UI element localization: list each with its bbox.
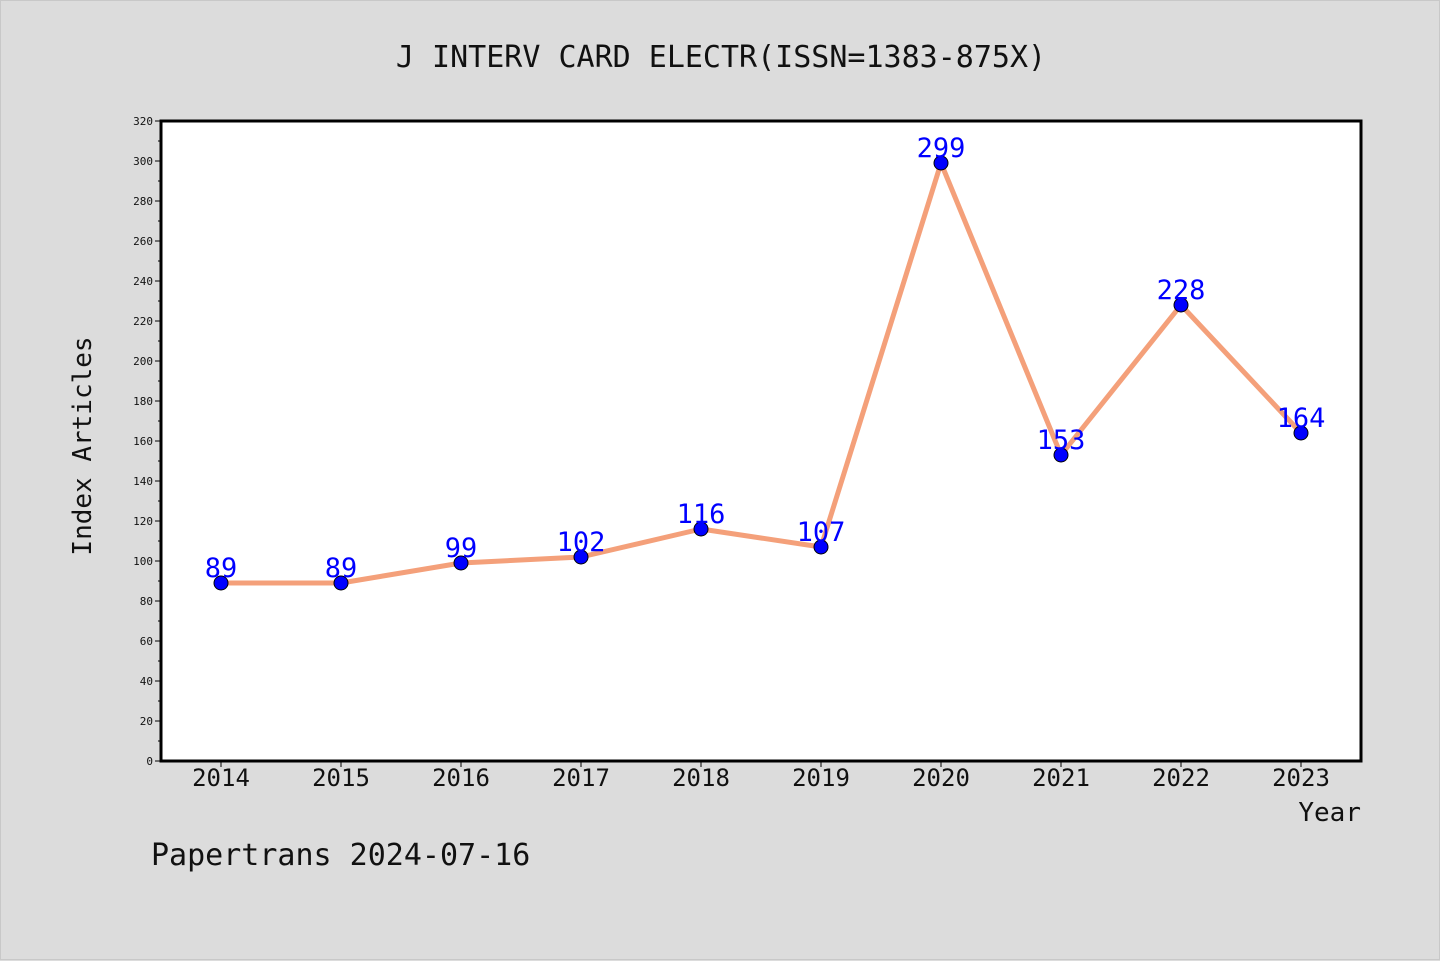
y-tick-label: 200 [133,355,153,368]
x-tick-label: 2018 [672,764,730,792]
y-tick-label: 220 [133,315,153,328]
data-label: 228 [1157,275,1206,306]
y-tick-label: 280 [133,195,153,208]
data-labels: 89 89 99 102 116 107 299 153 228 164 [205,133,1326,584]
data-label: 116 [677,499,726,530]
data-label: 164 [1277,403,1326,434]
plot-area [161,121,1361,761]
data-point [453,555,469,571]
x-tick-label: 2016 [432,764,490,792]
data-point [1173,297,1189,313]
x-tick-label: 2022 [1152,764,1210,792]
data-point [813,539,829,555]
data-label: 89 [325,553,358,584]
y-tick-label: 0 [146,755,153,768]
data-point [333,575,349,591]
y-tick-label: 100 [133,555,153,568]
y-tick-label: 240 [133,275,153,288]
series-markers [213,155,1309,591]
x-tick-label: 2023 [1272,764,1330,792]
x-axis-label: Year [1298,798,1361,828]
series-line [218,160,1304,586]
data-point [573,549,589,565]
y-tick-label: 300 [133,155,153,168]
y-tick-label: 140 [133,475,153,488]
x-tick-label: 2014 [192,764,250,792]
data-label: 89 [205,553,238,584]
y-tick-label: 320 [133,115,153,128]
x-tick-label: 2019 [792,764,850,792]
y-tick-label: 260 [133,235,153,248]
data-point [1293,425,1309,441]
data-point [1053,447,1069,463]
y-axis: 0 20 40 60 80 100 120 140 160 180 200 220 240 260 280 3… [133,115,161,768]
data-point [213,575,229,591]
plot-frame [159,119,1363,763]
footer-text: Papertrans 2024-07-16 [151,838,530,873]
data-label: 102 [557,527,606,558]
x-tick-label: 2021 [1032,764,1090,792]
y-tick-label: 160 [133,435,153,448]
y-tick-label: 80 [140,595,153,608]
y-tick-label: 60 [140,635,153,648]
data-point [693,521,709,537]
data-point [933,155,949,171]
data-label: 99 [445,533,478,564]
y-tick-label: 120 [133,515,153,528]
chart-title: J INTERV CARD ELECTR(ISSN=1383-875X) [396,40,1046,75]
y-axis-label: Index Articles [68,336,98,555]
y-tick-label: 20 [140,715,153,728]
data-label: 299 [917,133,966,164]
x-axis: 2014 2015 2016 2017 2018 2019 2020 2021 2022 2023 [192,761,1330,792]
data-label: 153 [1037,425,1086,456]
x-tick-label: 2017 [552,764,610,792]
y-tick-label: 180 [133,395,153,408]
y-tick-label: 40 [140,675,153,688]
data-label: 107 [797,517,846,548]
x-tick-label: 2015 [312,764,370,792]
x-tick-label: 2020 [912,764,970,792]
